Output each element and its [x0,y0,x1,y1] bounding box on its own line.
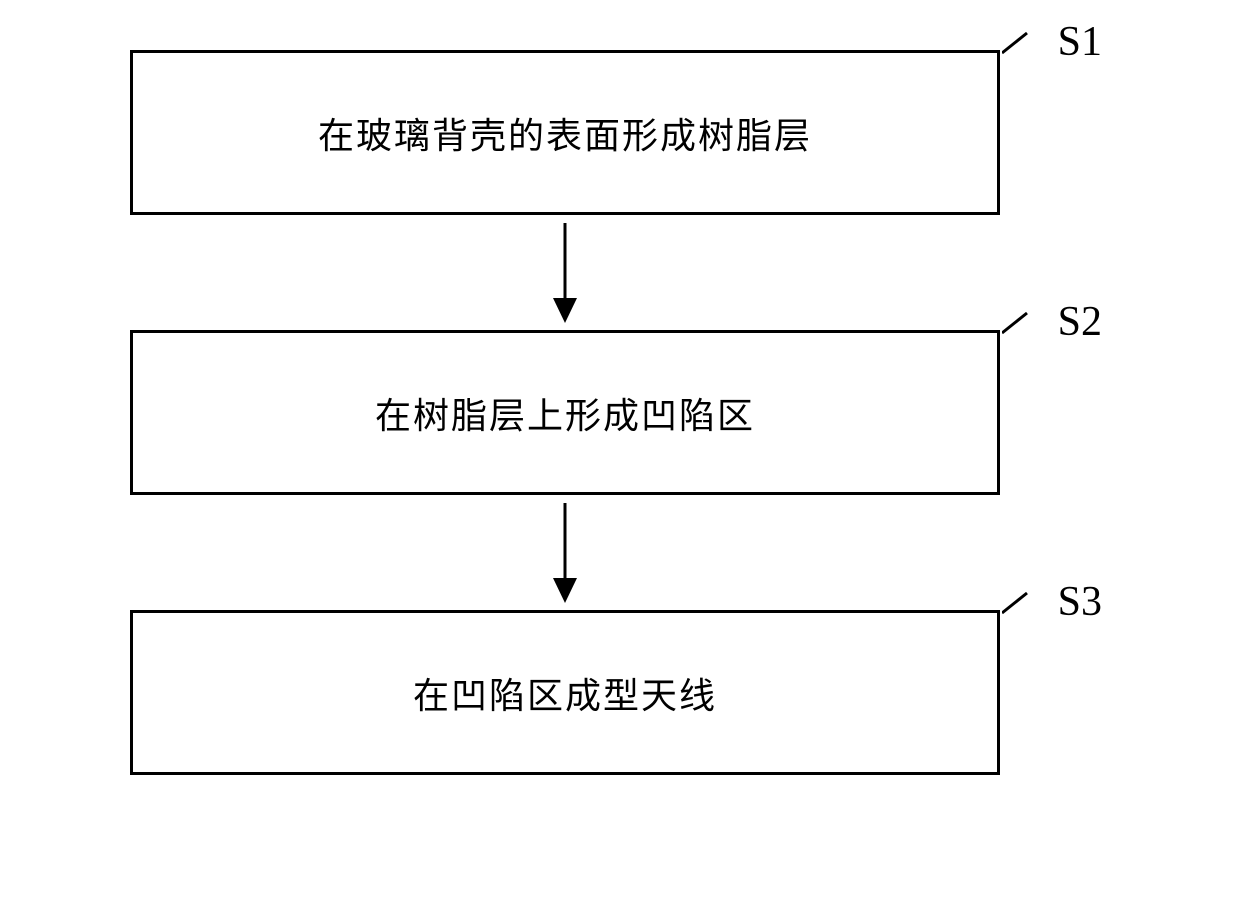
arrow-s1-s2 [130,215,1000,330]
step-box-s3: 在凹陷区成型天线 S3 [130,610,1000,775]
label-connector-s1 [1002,28,1052,78]
step-text-s3: 在凹陷区成型天线 [413,667,717,719]
arrow-s2-s3 [130,495,1000,610]
label-connector-s3 [1002,588,1052,638]
arrow-icon [550,503,580,603]
arrow-icon [550,223,580,323]
step-box-s2: 在树脂层上形成凹陷区 S2 [130,330,1000,495]
step-box-s1: 在玻璃背壳的表面形成树脂层 S1 [130,50,1000,215]
label-connector-s2 [1002,308,1052,358]
step-text-s2: 在树脂层上形成凹陷区 [375,387,755,439]
step-text-s1: 在玻璃背壳的表面形成树脂层 [318,107,812,159]
step-label-s3: S3 [1058,578,1102,626]
step-label-s1: S1 [1058,18,1102,66]
step-label-s2: S2 [1058,298,1102,346]
flowchart-container: 在玻璃背壳的表面形成树脂层 S1 在树脂层上形成凹陷区 S2 在凹陷区成型天线 … [130,50,1090,775]
